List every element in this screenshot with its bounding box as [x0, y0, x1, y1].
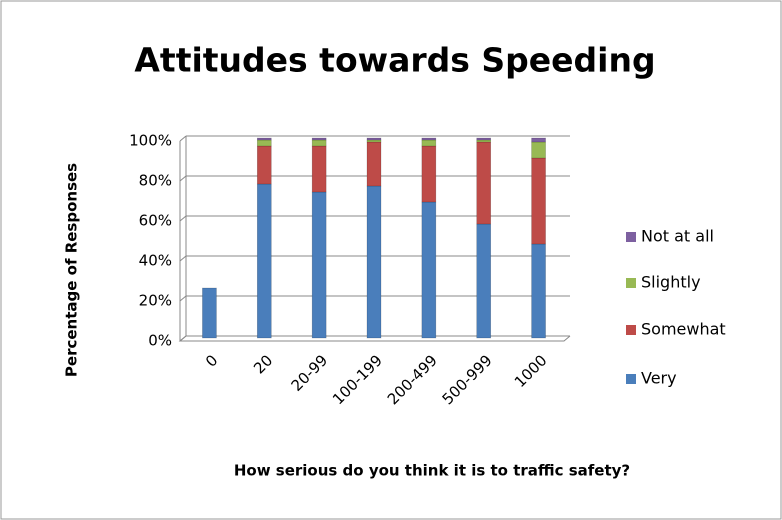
bar-segment	[531, 157, 546, 245]
legend-swatch	[626, 374, 636, 384]
bar-segment	[366, 141, 382, 187]
bar-segment	[421, 139, 437, 147]
y-tick-label: 0%	[148, 332, 172, 350]
bar-segment	[256, 139, 272, 147]
legend-label: Slightly	[641, 273, 701, 292]
bar-segment	[366, 137, 382, 141]
bar-segment	[421, 137, 437, 141]
legend-label: Very	[641, 369, 677, 388]
bar-segment	[476, 141, 492, 225]
bar-segment	[531, 141, 546, 159]
legend-label: Not at all	[641, 227, 714, 246]
bar-segment	[256, 137, 272, 141]
bar-segment	[311, 139, 327, 147]
bar-segment	[421, 201, 437, 339]
grid-line-side	[179, 335, 187, 342]
grid-line-side	[179, 175, 187, 182]
y-tick-label: 20%	[139, 292, 172, 310]
bar-segment	[476, 139, 492, 143]
y-tick-label: 80%	[139, 172, 172, 190]
bar-segment	[256, 183, 272, 339]
x-axis-title: How serious do you think it is to traffi…	[234, 462, 630, 480]
bar-segment	[202, 287, 217, 339]
bar-segment	[366, 139, 382, 143]
grid-line-side	[179, 215, 187, 222]
bar-segment	[311, 145, 327, 193]
grid-line-side	[179, 295, 187, 302]
bar-segment	[366, 185, 382, 339]
y-axis-title: Percentage of Responses	[63, 163, 81, 377]
legend-label: Somewhat	[641, 320, 726, 339]
bar-segment	[311, 191, 327, 339]
bar-segment	[256, 145, 272, 185]
bar-segment	[476, 223, 492, 339]
legend-swatch	[626, 278, 636, 288]
legend-swatch	[626, 325, 636, 335]
bar-segment	[421, 145, 437, 203]
bar-segment	[531, 243, 546, 339]
y-tick-label: 40%	[139, 252, 172, 270]
chart-title: Attitudes towards Speeding	[134, 41, 655, 80]
grid-line-side	[179, 135, 187, 142]
bar-segment	[531, 137, 546, 143]
y-tick-label: 100%	[129, 132, 172, 150]
grid-line-side	[179, 255, 187, 262]
bar-segment	[476, 137, 492, 141]
y-tick-label: 60%	[139, 212, 172, 230]
bar-segment	[311, 137, 327, 141]
legend-swatch	[626, 232, 636, 242]
